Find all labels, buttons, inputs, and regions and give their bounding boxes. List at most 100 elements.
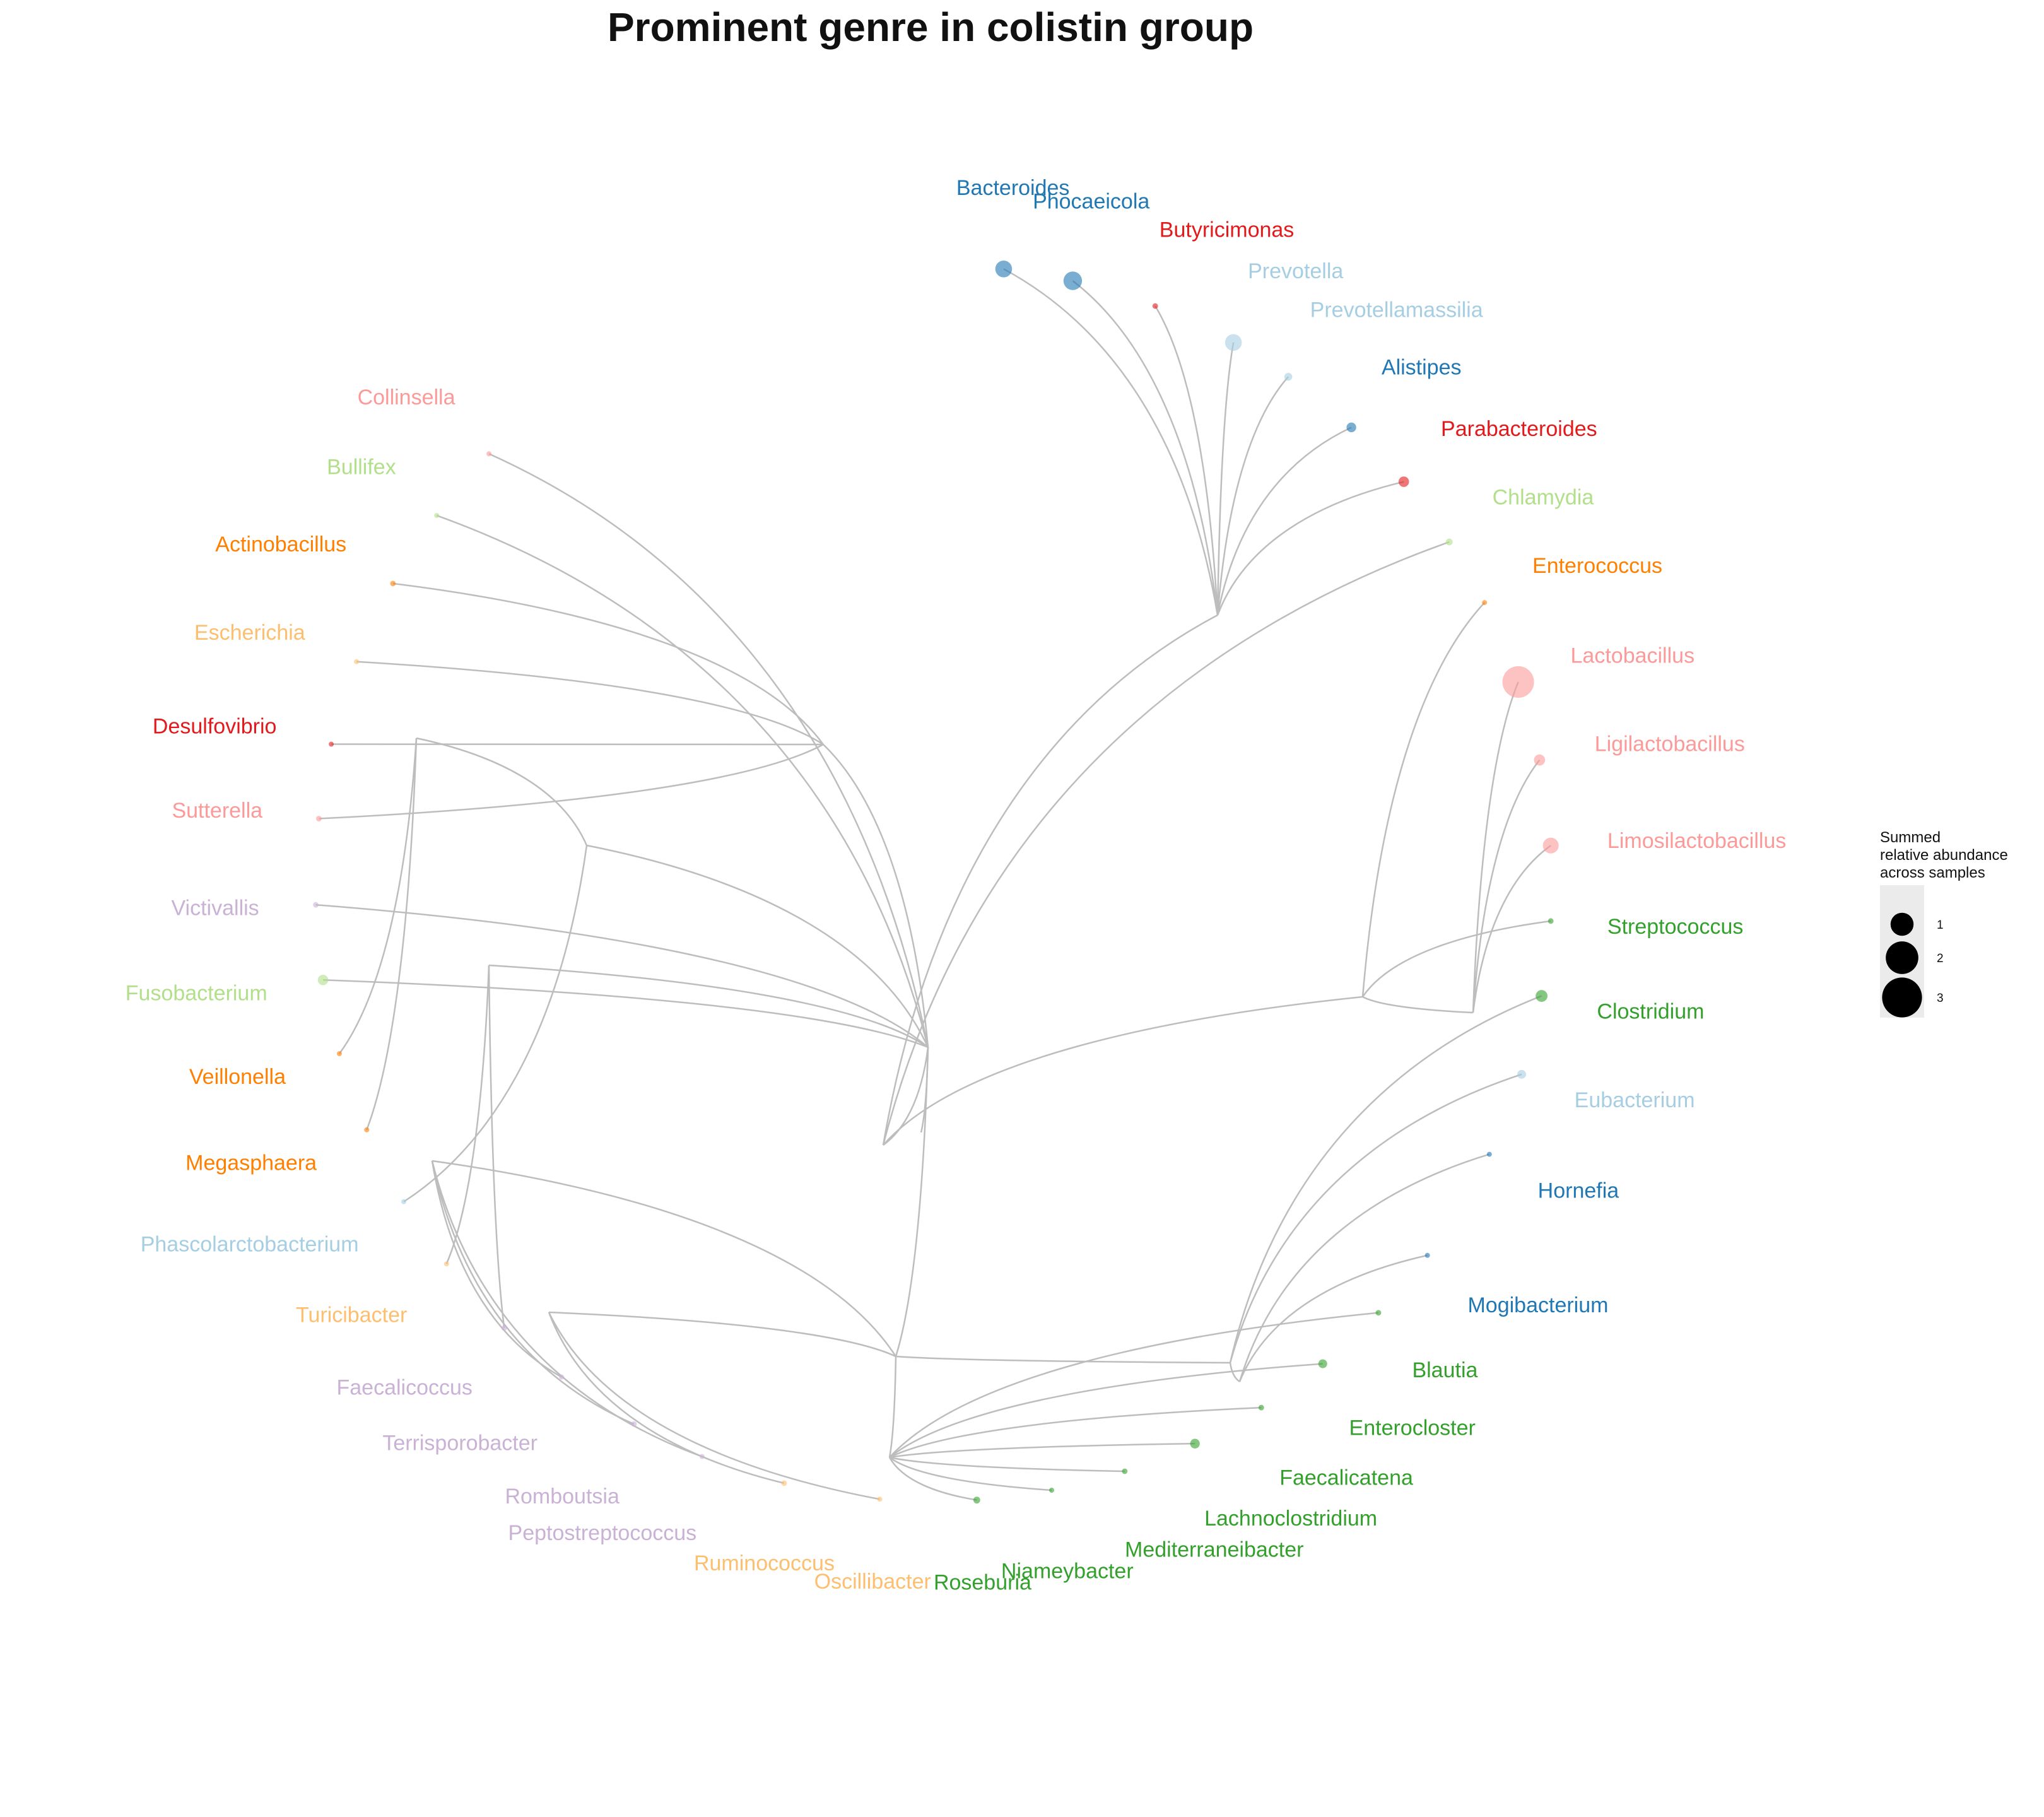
tip-label-terrisporobacter: Terrisporobacter <box>382 1431 537 1455</box>
tree-branch <box>889 1456 1125 1473</box>
tree-branch <box>889 1456 1052 1491</box>
tip-point-escherichia <box>354 659 360 664</box>
tip-point-veillonella <box>336 1051 342 1057</box>
tip-point-victivallis <box>313 902 319 908</box>
tip-point-prevotellamassilia <box>1284 372 1293 381</box>
tip-label-fusobacterium: Fusobacterium <box>126 982 267 1006</box>
tree-branch <box>1472 681 1519 1013</box>
tip-point-alistipes <box>1346 422 1356 433</box>
legend-size-marker <box>1890 912 1914 936</box>
tip-label-limosilactobacillus: Limosilactobacillus <box>1607 829 1786 853</box>
legend-size-label: 1 <box>1937 919 1944 932</box>
tip-point-chlamydia <box>1445 538 1453 546</box>
tip-label-escherichia: Escherichia <box>194 621 305 645</box>
tree-branches <box>315 268 1551 1501</box>
tree-branch <box>431 1160 562 1378</box>
tree-branch <box>1361 920 1551 997</box>
tree-branch <box>431 1160 703 1457</box>
tree-branch <box>431 1160 635 1425</box>
tip-label-desulfovibrio: Desulfovibrio <box>153 714 277 738</box>
tree-branch <box>1216 481 1404 616</box>
tip-label-peptostreptococcus: Peptostreptococcus <box>508 1521 697 1545</box>
tree-branch <box>1154 305 1219 616</box>
tree-branch <box>548 1312 880 1500</box>
tree-branch <box>1216 342 1235 616</box>
tip-label-victivallis: Victivallis <box>171 897 259 920</box>
tip-label-megasphaera: Megasphaera <box>185 1151 317 1175</box>
tree-branch <box>323 979 929 1049</box>
tip-label-clostridium: Clostridium <box>1597 999 1704 1023</box>
tip-label-enterococcus: Enterococcus <box>1532 554 1662 578</box>
tree-branch <box>416 737 588 846</box>
tip-point-butyricimonas <box>1152 303 1158 309</box>
tree-branch <box>432 1160 897 1357</box>
tree-branch <box>888 1356 897 1458</box>
tree-branch <box>895 1047 929 1357</box>
tip-point-ligilactobacillus <box>1534 754 1546 766</box>
tree-branch <box>895 1355 1231 1364</box>
tip-label-parabacteroides: Parabacteroides <box>1441 417 1597 441</box>
tree-branch <box>319 743 824 820</box>
tip-point-enterococcus <box>1482 600 1488 606</box>
tree-branch <box>445 965 490 1264</box>
tip-label-actinobacillus: Actinobacillus <box>215 532 346 556</box>
tip-label-niameybacter: Niameybacter <box>1001 1560 1134 1584</box>
tree-branch <box>1361 602 1486 997</box>
tree-branch <box>1229 995 1542 1363</box>
tree-branch <box>1229 1073 1522 1363</box>
tree-branch <box>548 1312 785 1485</box>
tip-label-turicibacter: Turicibacter <box>296 1303 407 1327</box>
tip-label-faecalicatena: Faecalicatena <box>1279 1466 1413 1490</box>
legend-size-marker <box>1882 977 1922 1018</box>
tree-branch <box>889 1406 1262 1459</box>
tree-branch <box>1072 280 1219 616</box>
tip-point-lachnoclostridium <box>1190 1438 1200 1449</box>
tree-branch <box>889 1363 1323 1458</box>
tip-point-enterocloster <box>1318 1359 1327 1368</box>
tree-branch <box>888 1457 977 1501</box>
tip-point-fusobacterium <box>317 975 329 985</box>
tip-label-blautia: Blautia <box>1412 1358 1477 1382</box>
tip-label-butyricimonas: Butyricimonas <box>1160 218 1295 242</box>
tree-branch <box>1238 1153 1490 1382</box>
tip-point-faecalicoccus <box>501 1325 507 1331</box>
tip-point-megasphaera <box>364 1127 370 1132</box>
legend-size-label: 2 <box>1937 952 1944 965</box>
tree-branch <box>1472 759 1541 1013</box>
tree-branch <box>338 738 418 1054</box>
tip-label-bullifex: Bullifex <box>327 456 396 479</box>
tree-branch <box>586 844 929 1048</box>
legend-size-marker <box>1886 941 1918 974</box>
tree-branch <box>1362 996 1474 1014</box>
tree-branch <box>436 514 929 1048</box>
tip-point-eubacterium <box>1517 1069 1527 1079</box>
tip-label-faecalicoccus: Faecalicoccus <box>337 1375 473 1399</box>
tip-point-oscillibacter <box>877 1497 883 1502</box>
tip-label-lactobacillus: Lactobacillus <box>1571 644 1695 668</box>
tree-branch <box>315 903 929 1048</box>
legend-size-label: 3 <box>1937 992 1944 1005</box>
tip-label-veillonella: Veillonella <box>189 1065 286 1089</box>
tree-branch <box>1216 426 1352 616</box>
tip-point-phascolarctobacterium <box>401 1199 406 1204</box>
tip-label-bacteroides: Bacteroides <box>956 176 1070 200</box>
tip-point-lactobacillus <box>1502 666 1534 698</box>
tip-label-hornefia: Hornefia <box>1538 1179 1619 1203</box>
tip-label-ligilactobacillus: Ligilactobacillus <box>1595 732 1745 756</box>
tip-point-turicibacter <box>443 1261 449 1267</box>
tree-branch <box>889 1442 1195 1459</box>
tip-label-phascolarctobacterium: Phascolarctobacterium <box>141 1233 359 1257</box>
tip-label-prevotellamassilia: Prevotellamassilia <box>1310 298 1483 322</box>
tip-point-mogibacterium <box>1424 1252 1430 1258</box>
tip-point-bacteroides <box>995 261 1013 278</box>
tip-points <box>313 261 1559 1504</box>
tip-label-alistipes: Alistipes <box>1382 356 1462 380</box>
tip-label-chlamydia: Chlamydia <box>1493 485 1594 509</box>
legend-title-line: relative abundance <box>1880 847 2008 864</box>
tree-branch <box>1216 376 1289 616</box>
tree-branch <box>1003 268 1219 616</box>
legend-title-line: across samples <box>1880 864 1985 881</box>
tree-branch <box>823 744 929 1048</box>
